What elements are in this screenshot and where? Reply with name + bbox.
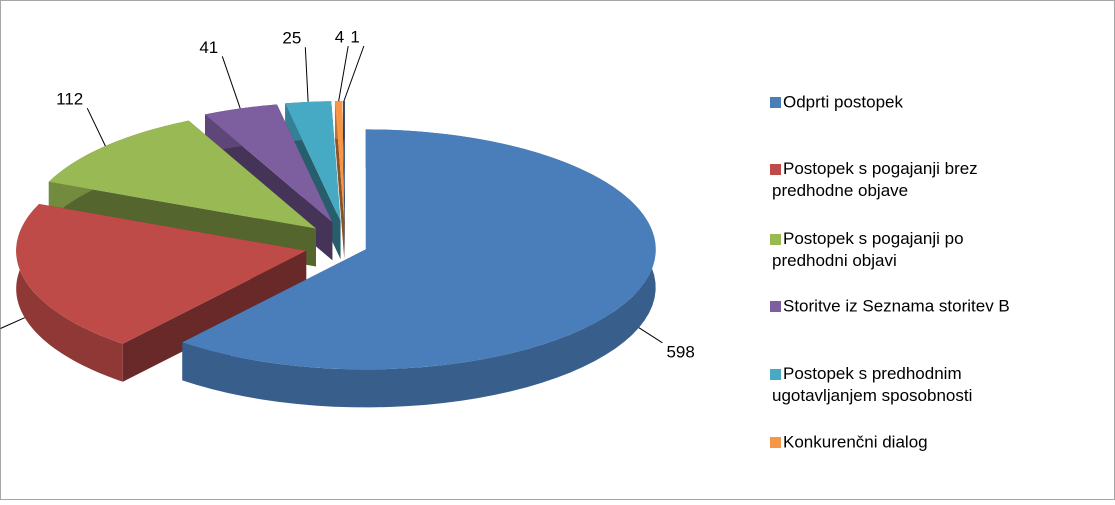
leader-line xyxy=(338,45,349,102)
slice-top xyxy=(205,104,333,223)
legend-swatch xyxy=(770,301,781,312)
slice xyxy=(334,101,345,260)
slice-top xyxy=(343,101,345,222)
slice-side xyxy=(122,250,307,382)
slice-top xyxy=(334,101,345,222)
slice-top xyxy=(182,129,656,370)
leader-line xyxy=(86,107,106,147)
data-label: 598 xyxy=(666,342,694,361)
data-label: 41 xyxy=(199,38,218,57)
legend-label: Odprti postopek xyxy=(783,92,904,111)
legend-label: Storitve iz Seznama storitev B xyxy=(783,296,1010,315)
slice xyxy=(343,101,345,260)
leader-line xyxy=(638,327,663,344)
legend-swatch xyxy=(770,234,781,245)
legend-swatch xyxy=(770,369,781,380)
legend-swatch xyxy=(770,164,781,175)
legend-label-line: Postopek s pogajanji po xyxy=(783,229,964,248)
legend-label: Konkurenčni dialog xyxy=(783,432,928,451)
data-label: 1 xyxy=(350,27,359,46)
legend-swatch xyxy=(770,437,781,448)
legend-label: Postopek s predhodnim ugotavljanjem sposo… xyxy=(772,364,972,405)
slice-side xyxy=(343,101,345,260)
legend-label-line: Postopek s pogajanji brez xyxy=(783,159,978,178)
slice-top xyxy=(16,204,307,344)
data-label: 25 xyxy=(282,29,301,48)
slice-top xyxy=(285,101,341,222)
slice-top xyxy=(48,120,316,229)
legend-label: Postopek s pogajanji po predhodni objavi xyxy=(772,229,964,270)
leader-line xyxy=(221,56,241,109)
data-label: 112 xyxy=(56,90,83,109)
slice xyxy=(182,129,656,408)
legend-label-line: Postopek s predhodnim xyxy=(783,364,962,383)
data-label: 4 xyxy=(335,28,344,47)
slice-wall xyxy=(16,204,123,382)
legend-label-line: predhodni objavi xyxy=(772,251,897,270)
leader-line xyxy=(343,45,365,102)
legend-label: Postopek s pogajanji brez predhodne objav… xyxy=(772,159,978,200)
legend-swatch xyxy=(770,97,781,108)
legend-label-line: ugotavljanjem sposobnosti xyxy=(772,386,972,405)
slice-side xyxy=(334,101,345,260)
leader-line xyxy=(304,47,309,102)
slice xyxy=(16,204,307,382)
legend-label-line: predhodne objave xyxy=(772,181,908,200)
leader-line xyxy=(0,317,25,329)
slice-wall xyxy=(182,129,656,408)
